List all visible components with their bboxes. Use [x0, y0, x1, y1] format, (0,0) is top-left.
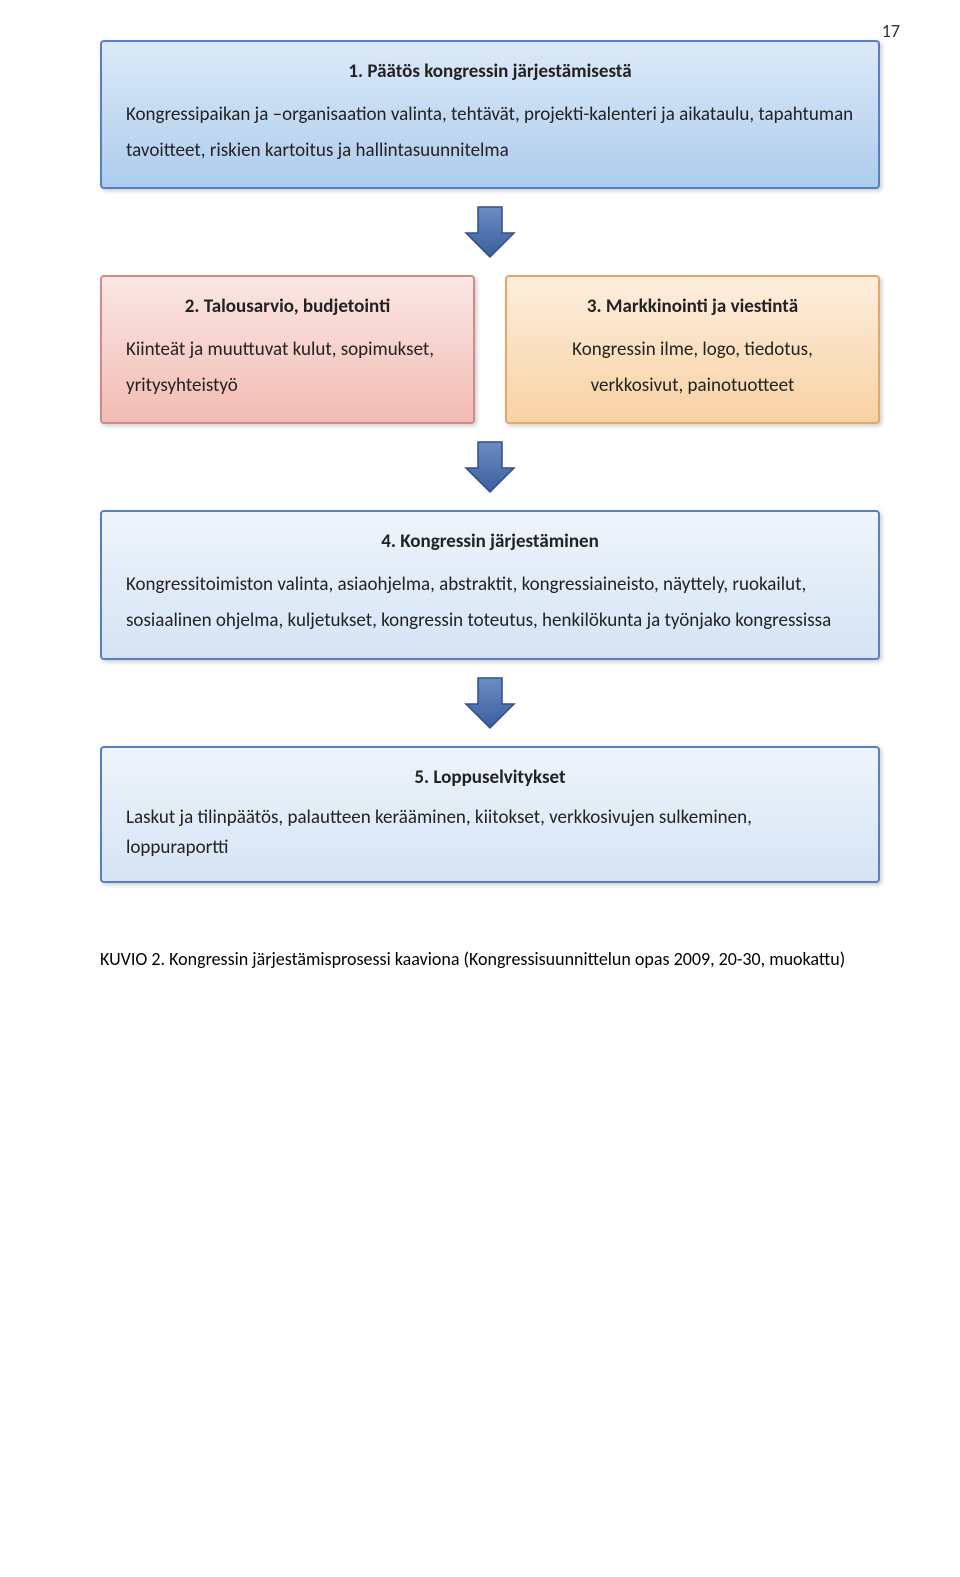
flow-box-1: 1. Päätös kongressin järjestämisestä Kon… [100, 40, 880, 189]
flow-box-5-body: Laskut ja tilinpäätös, palautteen kerääm… [126, 803, 854, 864]
arrow-3 [100, 674, 880, 732]
arrow-1 [100, 203, 880, 261]
flow-box-3: 3. Markkinointi ja viestintä Kongressin … [505, 275, 880, 424]
flow-box-2-body: Kiinteät ja muuttuvat kulut, sopimukset,… [126, 332, 449, 404]
flow-box-2: 2. Talousarvio, budjetointi Kiinteät ja … [100, 275, 475, 424]
flow-box-4-body: Kongressitoimiston valinta, asiaohjelma,… [126, 567, 854, 639]
flow-box-3-title: 3. Markkinointi ja viestintä [531, 295, 854, 318]
flow-row-2: 2. Talousarvio, budjetointi Kiinteät ja … [100, 275, 880, 424]
figure-caption: KUVIO 2. Kongressin järjestämisprosessi … [100, 943, 880, 975]
flow-box-3-body: Kongressin ilme, logo, tiedotus, verkkos… [531, 332, 854, 404]
page-number: 17 [882, 20, 900, 42]
arrow-2 [100, 438, 880, 496]
flow-box-5: 5. Loppuselvitykset Laskut ja tilinpäätö… [100, 746, 880, 884]
flow-box-1-body: Kongressipaikan ja –organisaation valint… [126, 97, 854, 169]
flow-box-4: 4. Kongressin järjestäminen Kongressitoi… [100, 510, 880, 659]
page: 17 1. Päätös kongressin järjestämisestä … [0, 0, 960, 1577]
flow-box-1-title: 1. Päätös kongressin järjestämisestä [126, 60, 854, 83]
flow-box-5-title: 5. Loppuselvitykset [126, 766, 854, 789]
flow-box-4-title: 4. Kongressin järjestäminen [126, 530, 854, 553]
flow-box-2-title: 2. Talousarvio, budjetointi [126, 295, 449, 318]
